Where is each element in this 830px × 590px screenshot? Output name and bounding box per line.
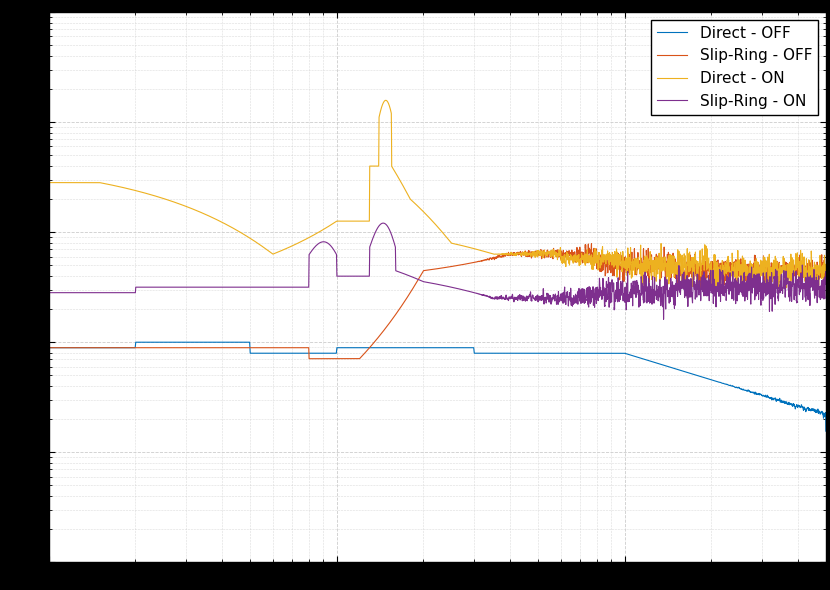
Line: Slip-Ring - OFF: Slip-Ring - OFF (49, 244, 826, 381)
Direct - ON (759, 255, 769, 262)
Slip-Ring - OFF (44, 378, 54, 385)
Slip-Ring - OFF (587, 240, 597, 247)
Direct - OFF (370, 344, 380, 351)
Slip-Ring - ON (377, 220, 387, 227)
Slip-Ring - OFF (377, 330, 387, 337)
Direct - OFF (131, 339, 141, 346)
Slip-Ring - ON (413, 276, 423, 283)
Direct - OFF (759, 392, 769, 399)
Direct - OFF (44, 363, 54, 371)
Line: Direct - OFF: Direct - OFF (49, 342, 826, 431)
Slip-Ring - ON (759, 290, 769, 297)
Direct - ON (381, 97, 391, 104)
Line: Direct - ON: Direct - ON (49, 100, 826, 290)
Direct - ON (377, 104, 387, 112)
Slip-Ring - ON (797, 281, 807, 289)
Direct - ON (370, 162, 380, 169)
Direct - OFF (377, 344, 387, 351)
Legend: Direct - OFF, Slip-Ring - OFF, Direct - ON, Slip-Ring - ON: Direct - OFF, Slip-Ring - OFF, Direct - … (651, 19, 818, 114)
Slip-Ring - ON (821, 280, 830, 287)
Direct - OFF (413, 344, 423, 351)
Slip-Ring - OFF (608, 259, 618, 266)
Slip-Ring - OFF (370, 337, 380, 345)
Slip-Ring - ON (608, 281, 618, 289)
Direct - ON (785, 286, 795, 293)
Slip-Ring - OFF (413, 277, 423, 284)
Direct - OFF (608, 350, 618, 357)
Direct - ON (798, 250, 808, 257)
Line: Slip-Ring - ON: Slip-Ring - ON (49, 223, 826, 326)
Slip-Ring - ON (378, 219, 388, 227)
Direct - OFF (797, 404, 807, 411)
Direct - OFF (821, 428, 830, 435)
Slip-Ring - OFF (797, 274, 807, 281)
Direct - ON (608, 260, 618, 267)
Direct - ON (821, 270, 830, 277)
Direct - ON (44, 212, 54, 219)
Slip-Ring - ON (44, 322, 54, 329)
Slip-Ring - OFF (821, 266, 830, 273)
Slip-Ring - OFF (759, 253, 769, 260)
Slip-Ring - ON (370, 229, 380, 236)
Direct - ON (413, 203, 423, 210)
